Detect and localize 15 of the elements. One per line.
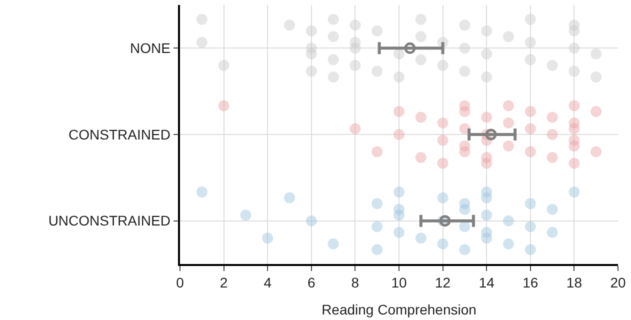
x-tick-label: 8 <box>351 274 360 291</box>
x-tick-label: 20 <box>610 274 626 291</box>
y-tick-label: CONSTRAINED <box>68 126 170 142</box>
x-tick-label: 16 <box>522 274 538 291</box>
y-tick-label: UNCONSTRAINED <box>48 212 170 229</box>
x-tick-label: 4 <box>264 274 272 291</box>
x-axis-title: Reading Comprehension <box>322 301 476 318</box>
x-tick-label: 0 <box>176 274 184 291</box>
x-tick-label: 6 <box>308 274 316 291</box>
x-tick-label: 14 <box>478 274 495 291</box>
x-tick-label: 10 <box>391 274 407 291</box>
x-tick-label: 18 <box>566 274 582 291</box>
x-tick-label: 12 <box>435 274 451 291</box>
x-tick-label: 2 <box>220 274 228 291</box>
y-tick-label: NONE <box>130 40 170 56</box>
